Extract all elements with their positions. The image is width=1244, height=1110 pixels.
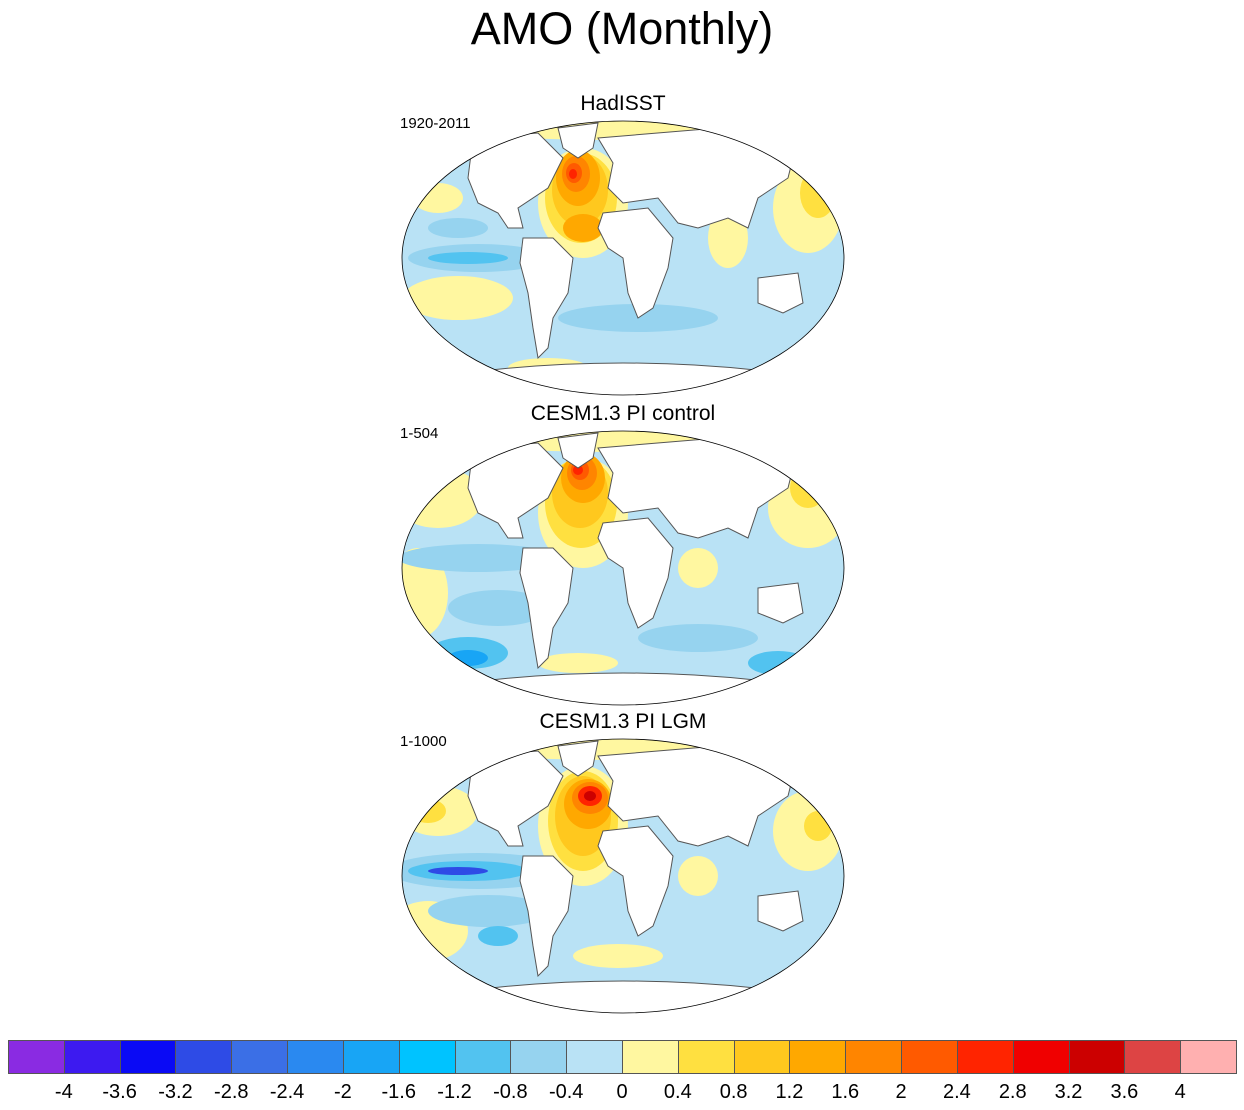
panel-title: CESM1.3 PI LGM (539, 710, 707, 733)
colorbar-box (677, 1040, 735, 1074)
colorbar-tick-label: -1.6 (381, 1081, 416, 1103)
colorbar-box (901, 1040, 958, 1074)
colorbar-box (398, 1040, 456, 1074)
colorbar-box (119, 1040, 177, 1074)
colorbar-tick-label: -0.8 (493, 1081, 528, 1103)
colorbar-tick-label: -3.6 (102, 1081, 137, 1103)
colorbar-box (63, 1040, 121, 1074)
colorbar-tick-label: 0.4 (663, 1081, 692, 1103)
colorbar-box (342, 1040, 400, 1074)
figure-title: AMO (Monthly) (470, 3, 774, 54)
colorbar-tick-label: -3.2 (158, 1081, 193, 1103)
panel-period: 1920-2011 (400, 115, 471, 132)
colorbar-box (845, 1040, 903, 1074)
colorbar-tick-label: -2.8 (214, 1081, 249, 1103)
world-map (401, 120, 845, 396)
colorbar-box (175, 1040, 233, 1074)
colorbar-tick-label: -1.2 (437, 1081, 472, 1103)
colorbar-box (1180, 1040, 1237, 1074)
colorbar-box (454, 1040, 512, 1074)
colorbar-tick-label: -4 (54, 1081, 73, 1103)
colorbar-box (733, 1040, 791, 1074)
colorbar-tick-label: 0.8 (719, 1081, 748, 1103)
colorbar-tick-label: -0.4 (548, 1081, 584, 1103)
colorbar-tick-label: 3.2 (1054, 1081, 1083, 1103)
colorbar-box (510, 1040, 568, 1074)
map-panel-cesm-pi-control: CESM1.3 PI control 1-504 (398, 402, 848, 708)
colorbar-tick-label: 2.4 (943, 1081, 971, 1103)
panel-title: CESM1.3 PI control (530, 402, 716, 425)
colorbar-box (956, 1040, 1014, 1074)
colorbar-box (1012, 1040, 1070, 1074)
colorbar-tick-label: 3.6 (1110, 1081, 1139, 1103)
colorbar (8, 1040, 1237, 1076)
colorbar-tick-label: 1.2 (775, 1081, 804, 1103)
colorbar-tick-label: 2 (895, 1081, 907, 1103)
world-map (401, 430, 845, 706)
colorbar-tick-label: 2.8 (998, 1081, 1027, 1103)
colorbar-box (1068, 1040, 1126, 1074)
colorbar-tick-label: 0 (616, 1081, 628, 1103)
colorbar-tick-label: -2 (334, 1081, 352, 1103)
colorbar-tick-label: 1.6 (831, 1081, 860, 1103)
colorbar-tick-label: 4 (1174, 1081, 1186, 1103)
colorbar-box (1124, 1040, 1182, 1074)
panel-title: HadISST (580, 92, 666, 115)
colorbar-box (789, 1040, 847, 1074)
panel-period: 1-504 (400, 425, 439, 442)
colorbar-box (622, 1040, 679, 1074)
colorbar-box (566, 1040, 623, 1074)
map-panel-hadisst: HadISST 1920-2011 (398, 92, 848, 398)
panel-period: 1-1000 (400, 733, 447, 750)
map-panel-cesm-pi-lgm: CESM1.3 PI LGM 1-1000 (398, 710, 848, 1016)
colorbar-box (231, 1040, 289, 1074)
colorbar-box (8, 1040, 65, 1074)
colorbar-box (287, 1040, 344, 1074)
colorbar-tick-label: -2.4 (269, 1081, 305, 1103)
world-map (401, 738, 845, 1014)
